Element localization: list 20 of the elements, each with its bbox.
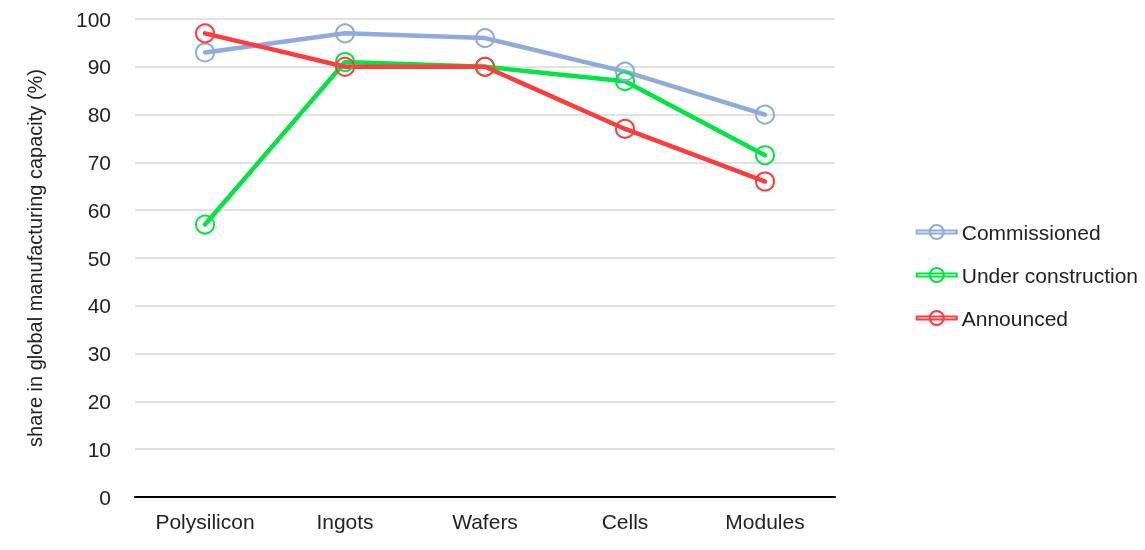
x-tick-label: Polysilicon	[155, 510, 255, 533]
y-axis-title: share in global manufacturing capacity (%)	[24, 69, 46, 447]
x-tick-label: Cells	[601, 510, 649, 533]
legend-label: Commissioned	[961, 220, 1101, 244]
x-tick-label: Ingots	[316, 510, 374, 533]
y-tick-label: 40	[87, 294, 111, 318]
y-tick-label: 80	[87, 103, 111, 127]
x-tick-label: Wafers	[452, 510, 518, 533]
legend-label: Announced	[961, 306, 1069, 330]
y-tick-label: 60	[87, 198, 111, 222]
y-tick-label: 50	[87, 246, 111, 270]
y-tick-label: 90	[87, 55, 111, 79]
y-tick-label: 0	[99, 485, 111, 509]
x-tick-label: Modules	[725, 510, 805, 533]
y-tick-label: 100	[75, 7, 111, 31]
y-tick-label: 10	[87, 437, 111, 461]
y-tick-label: 30	[87, 342, 111, 366]
y-tick-label: 70	[87, 150, 111, 174]
y-tick-label: 20	[87, 389, 111, 413]
legend-label: Under construction	[961, 263, 1139, 287]
